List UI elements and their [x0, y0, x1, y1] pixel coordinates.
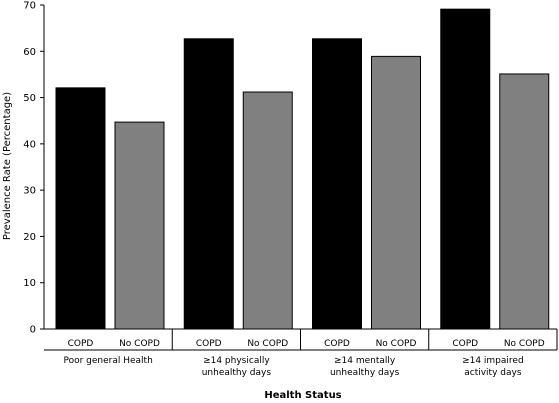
bar-no-copd: [114, 121, 165, 330]
group-label: unhealthy days: [202, 368, 272, 378]
bar-copd: [312, 38, 362, 330]
y-tick-label: 40: [23, 139, 36, 150]
y-tick-label: 50: [23, 93, 36, 104]
group-label: ≥14 physically: [203, 356, 270, 366]
group-label: Poor general Health: [63, 356, 152, 366]
bar-copd: [440, 8, 491, 330]
y-tick-label: 20: [23, 232, 36, 243]
bar-no-copd: [371, 55, 421, 330]
y-tick-label: 60: [23, 47, 36, 58]
bar-category-label: COPD: [324, 339, 350, 349]
bar-category-label: COPD: [452, 339, 478, 349]
group-label: ≥14 impaired: [462, 356, 524, 366]
x-axis-label: Health Status: [264, 390, 341, 401]
chart-bars: [55, 8, 550, 330]
bar-category-label: No COPD: [119, 339, 160, 349]
bar-category-label: No COPD: [247, 339, 288, 349]
bar-copd: [183, 38, 234, 330]
y-tick-label: 0: [30, 325, 36, 336]
group-label: activity days: [464, 368, 522, 378]
y-axis-label: Prevalence Rate (Percentage): [2, 92, 13, 240]
y-tick-label: 10: [23, 278, 36, 289]
group-label: unhealthy days: [330, 368, 400, 378]
bar-category-label: No COPD: [504, 339, 545, 349]
bar-copd: [55, 87, 106, 330]
bar-category-label: COPD: [68, 339, 94, 349]
y-tick-label: 30: [23, 186, 36, 197]
bar-no-copd: [242, 91, 293, 330]
chart-labels: COPD No COPD Poor general Health COPD No COP…: [63, 339, 544, 378]
group-label: ≥14 mentally: [334, 356, 396, 366]
y-tick-label: 70: [23, 1, 36, 12]
bar-no-copd: [499, 73, 550, 330]
bar-category-label: COPD: [196, 339, 222, 349]
bar-category-label: No COPD: [376, 339, 417, 349]
